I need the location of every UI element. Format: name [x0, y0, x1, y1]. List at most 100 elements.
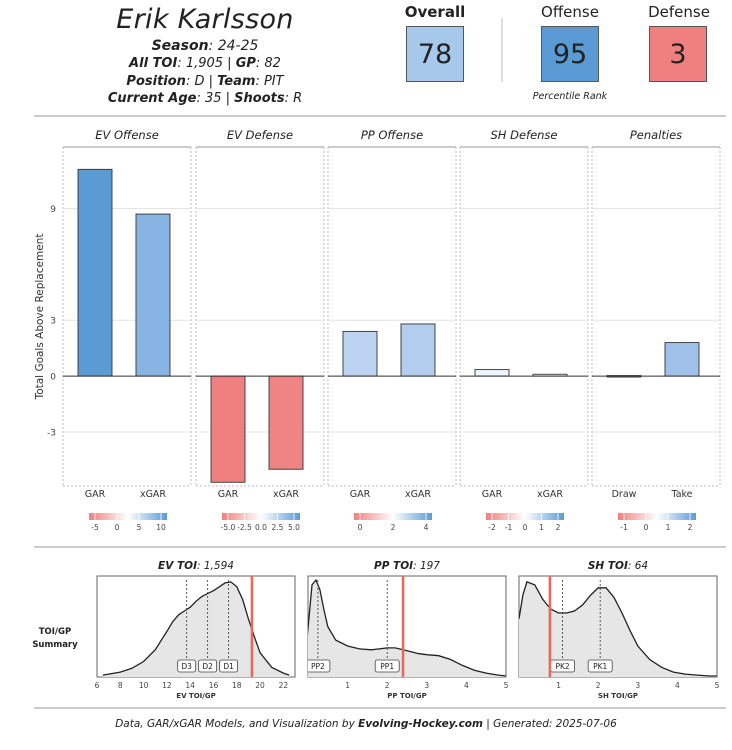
- x-tick-label: 2: [385, 681, 390, 690]
- legend-tick-label: 2: [391, 523, 396, 532]
- legend-tick-label: 0: [115, 523, 120, 532]
- age-label: Current Age: [107, 91, 197, 106]
- toi-summary-label-line1: TOI/GP: [38, 627, 72, 637]
- deployment-marker-label: D3: [181, 662, 192, 671]
- charts-canvas: Total Goals Above Replacement -3 0 3 9 EV Off…: [34, 18, 726, 709]
- legend-tick-label: -2: [488, 523, 496, 532]
- deployment-marker-label: D2: [202, 662, 213, 671]
- density-area: [102, 581, 290, 677]
- panel-title: SH Defense: [490, 128, 557, 142]
- legend-tick-label: 2: [688, 523, 693, 532]
- y-tick-label: -3: [47, 428, 56, 438]
- footer-suffix: | Generated: 2025-07-06: [482, 718, 617, 730]
- toi-panel-title: PP TOI: 197: [374, 560, 440, 572]
- shoots-label: Shoots: [234, 91, 285, 106]
- x-axis-label: EV TOI/GP: [176, 692, 215, 700]
- color-legend-bar: [618, 513, 696, 520]
- deployment-marker-label: PK1: [593, 662, 607, 671]
- bar-panel-sh-defense: SH Defense GAR xGAR -2 -1 0 1 2: [459, 128, 589, 532]
- x-tick-label: 6: [95, 681, 100, 690]
- x-tick-label: Draw: [612, 489, 637, 500]
- y-axis-label: Total Goals Above Replacement: [34, 234, 46, 401]
- x-tick-label: 1: [345, 681, 350, 690]
- footer-credit: Data, GAR/xGAR Models, and Visualization…: [0, 718, 732, 730]
- x-tick-label: 1: [556, 681, 561, 690]
- x-axis-label: PP TOI/GP: [387, 692, 426, 700]
- x-tick-label: 3: [635, 681, 640, 690]
- density-area: [308, 580, 506, 677]
- toi-summary-label-line2: Summary: [32, 640, 78, 650]
- legend-tick-label: 0: [523, 523, 528, 532]
- x-tick-label: Take: [670, 489, 692, 500]
- season-value: : 24-25: [208, 38, 259, 54]
- legend-tick-label: 2: [556, 523, 561, 532]
- x-tick-label: GAR: [85, 489, 106, 500]
- x-tick-label: 18: [232, 681, 242, 690]
- x-tick-label: GAR: [482, 489, 503, 500]
- gp-label: GP: [235, 56, 256, 71]
- deployment-marker-box: [219, 659, 239, 673]
- x-axis-label: SH TOI/GP: [598, 692, 638, 700]
- toi-panel-title: SH TOI: 64: [588, 560, 648, 572]
- percentile-caption: Percentile Rank: [532, 91, 608, 102]
- deployment-marker-label: PP1: [380, 662, 394, 671]
- age-value: : 35 |: [196, 91, 235, 106]
- position-label: Position: [126, 74, 186, 89]
- bar-gar: [474, 369, 510, 377]
- x-tick-label: xGAR: [140, 489, 166, 500]
- legend-tick-label: 1: [539, 523, 544, 532]
- footer-prefix: Data, GAR/xGAR Models, and Visualization…: [115, 718, 359, 730]
- deployment-marker-label: PP2: [311, 662, 325, 671]
- toi-summary-label: TOI/GP Summary: [30, 626, 80, 652]
- x-tick-label: xGAR: [273, 489, 299, 500]
- legend-tick-label: 1: [666, 523, 671, 532]
- legend-tick-label: -1: [620, 523, 628, 532]
- y-tick-label: 3: [50, 317, 56, 327]
- legend-tick-label: 5.0: [288, 523, 300, 532]
- bar-panel-ev-defense: EV Defense GAR xGAR -5.0 -2.5 0.0 2.5 5.0: [195, 128, 325, 532]
- legend-tick-label: 4: [424, 523, 429, 532]
- x-tick-label: 2: [596, 681, 601, 690]
- density-line: [308, 578, 506, 677]
- footer-site-link[interactable]: Evolving-Hockey.com: [358, 718, 483, 730]
- legend-tick-label: 0.0: [255, 523, 267, 532]
- toi-panel-sh-toi-gp: SH TOI: 64 PK2 PK1 1 2 3 4 5 SH TOI/GP: [518, 560, 720, 700]
- toi-panel-ev-toi-gp: EV TOI: 1,594 D3 D2 D1 6 8 10 12 14 16 18 20 22 EV TO…: [95, 560, 296, 700]
- offense-score-box: 95: [541, 26, 599, 82]
- position-line: Position: D | Team: PIT: [70, 74, 340, 89]
- legend-tick-label: 2.5: [272, 523, 284, 532]
- legend-tick-label: 0: [358, 523, 363, 532]
- x-tick-label: 8: [118, 681, 123, 690]
- x-tick-label: GAR: [350, 489, 371, 500]
- position-value: : D |: [185, 74, 218, 89]
- deployment-marker-box: [587, 659, 613, 673]
- bar-take: [664, 342, 700, 377]
- x-tick-label: 4: [464, 681, 469, 690]
- x-tick-label: 4: [675, 681, 680, 690]
- deployment-marker-box: [198, 659, 218, 673]
- panel-title: EV Defense: [227, 128, 293, 142]
- x-tick-label: 16: [209, 681, 219, 690]
- x-tick-label: 5: [715, 681, 720, 690]
- x-tick-label: 22: [279, 681, 289, 690]
- defense-label: Defense: [648, 3, 710, 21]
- toi-panel-pp-toi-gp: PP TOI: 197 PP2 PP1 1 2 3 4 5 PP TOI/GP: [307, 560, 509, 700]
- density-area: [519, 581, 717, 677]
- x-tick-label: xGAR: [405, 489, 431, 500]
- panel-title: PP Offense: [361, 128, 423, 142]
- deployment-marker-label: D1: [223, 662, 234, 671]
- x-tick-label: 10: [139, 681, 149, 690]
- season-line: Season: 24-25: [70, 38, 340, 54]
- deployment-marker-box: [374, 659, 400, 673]
- defense-score-box: 3: [649, 26, 707, 82]
- color-legend-bar: [89, 513, 167, 520]
- bar-gar: [342, 330, 378, 377]
- x-tick-label: GAR: [218, 489, 239, 500]
- team-label: Team: [217, 74, 256, 89]
- x-tick-label: 12: [162, 681, 172, 690]
- team-value: : PIT: [255, 74, 284, 89]
- panel-title: Penalties: [630, 128, 682, 142]
- x-tick-label: 5: [504, 681, 509, 690]
- legend-tick-label: 10: [156, 523, 166, 532]
